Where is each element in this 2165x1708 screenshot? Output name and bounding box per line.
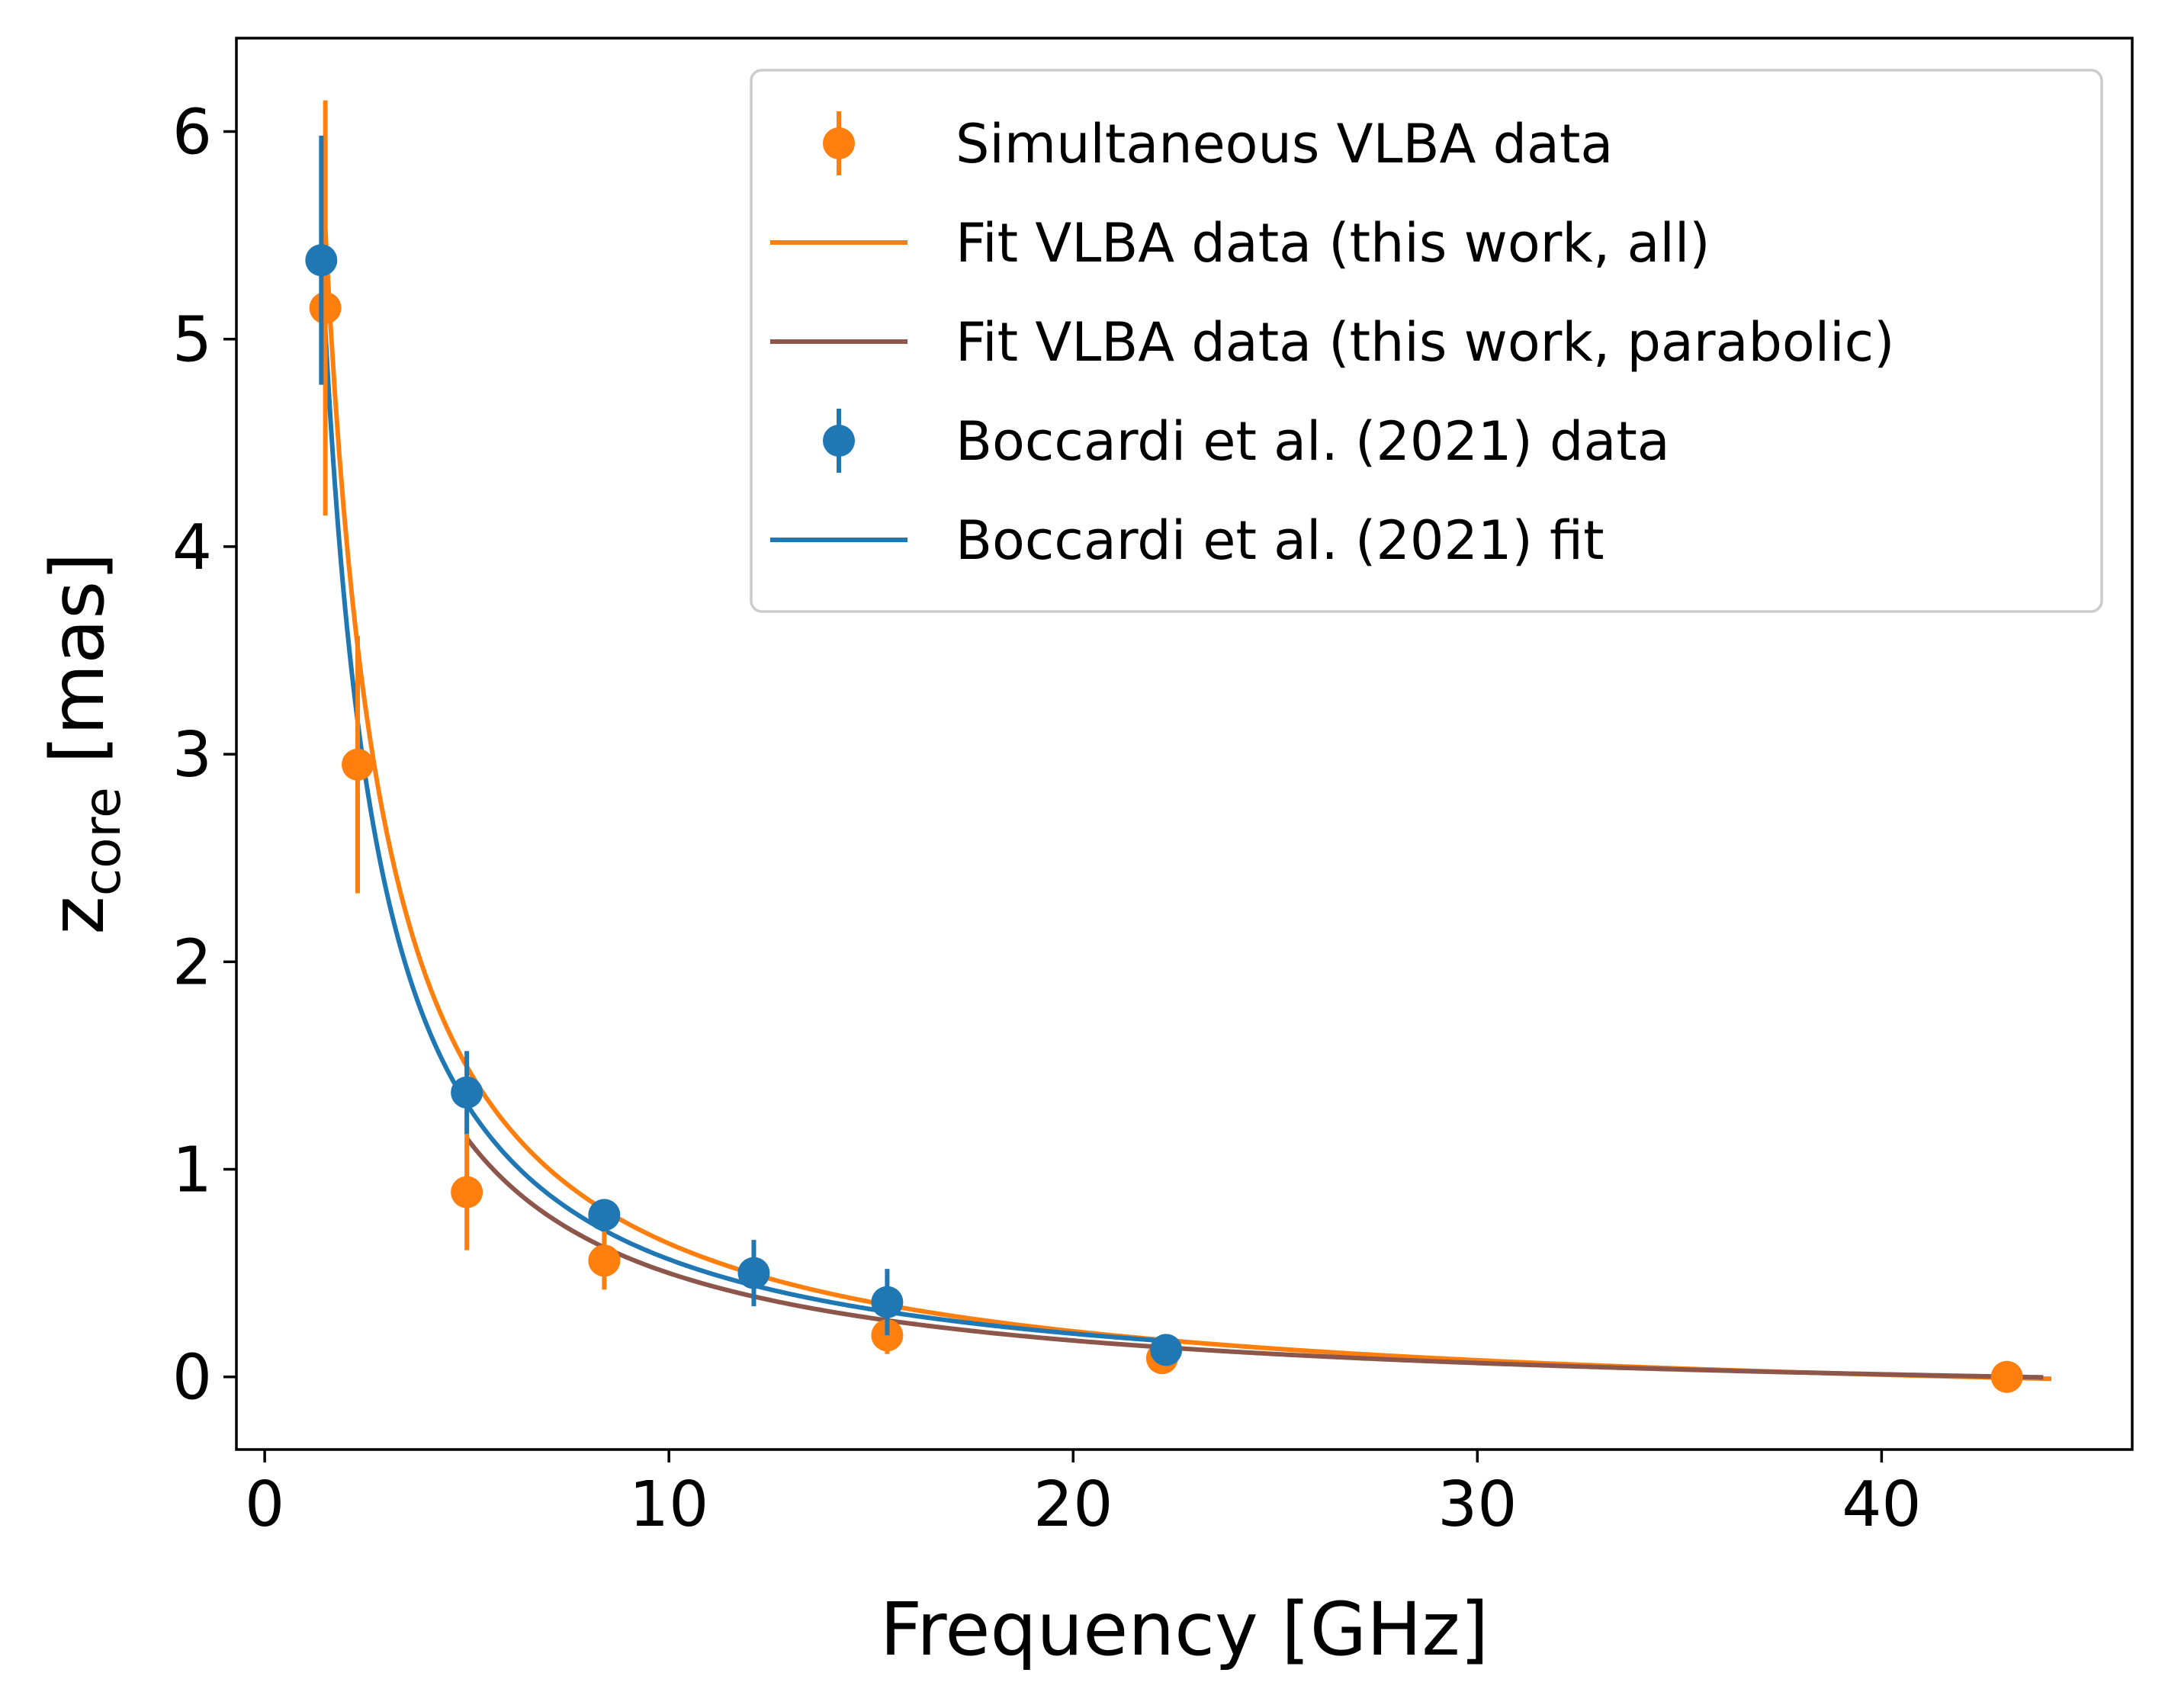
data-point <box>342 748 374 781</box>
legend-label: Fit VLBA data (this work, parabolic) <box>956 311 1894 374</box>
legend-marker-symbol <box>823 425 855 457</box>
x-axis: 0 10 20 30 40 <box>245 1450 1922 1541</box>
legend-entry: Fit VLBA data (this work, parabolic) <box>770 311 1894 374</box>
y-tick-label: 6 <box>172 96 212 169</box>
y-axis-label-unit: [mas] <box>35 552 120 787</box>
data-point <box>309 291 342 324</box>
legend-entry: Boccardi et al. (2021) data <box>823 409 1670 473</box>
series-line <box>464 1136 2044 1380</box>
series-2 <box>464 1136 2044 1380</box>
legend-label: Boccardi et al. (2021) data <box>956 410 1670 473</box>
y-axis-label-symbol: z <box>35 896 120 934</box>
x-tick-label: 40 <box>1842 1469 1921 1541</box>
plot-frame <box>235 37 2134 1451</box>
legend-entry: Fit VLBA data (this work, all) <box>770 212 1710 274</box>
y-axis-label-subscript: core <box>73 787 132 896</box>
data-point <box>737 1257 770 1289</box>
data-point <box>871 1286 904 1318</box>
y-axis: 0 1 2 3 4 5 6 <box>172 96 236 1414</box>
series-layer <box>305 100 2052 1393</box>
legend-entry: Simultaneous VLBA data <box>823 111 1613 175</box>
y-tick-label: 1 <box>172 1135 212 1207</box>
x-tick-label: 20 <box>1033 1469 1113 1541</box>
legend-entry: Boccardi et al. (2021) fit <box>770 509 1604 572</box>
x-tick-label: 30 <box>1437 1469 1517 1541</box>
y-tick-label: 5 <box>172 304 212 377</box>
x-tick-label: 10 <box>629 1469 708 1541</box>
y-tick-label: 0 <box>172 1342 212 1414</box>
y-axis-label: zcore [mas] <box>35 552 132 934</box>
legend-label: Simultaneous VLBA data <box>956 113 1613 175</box>
legend-label: Boccardi et al. (2021) fit <box>956 509 1604 572</box>
data-point <box>1150 1334 1183 1366</box>
data-point <box>451 1076 483 1109</box>
series-0 <box>309 100 2023 1393</box>
y-tick-label: 3 <box>172 719 212 791</box>
x-axis-label: Frequency [GHz] <box>880 1587 1489 1672</box>
legend-marker-symbol <box>823 127 855 159</box>
y-tick-label: 2 <box>172 926 212 999</box>
x-tick-label: 0 <box>245 1469 284 1541</box>
data-point <box>451 1176 483 1209</box>
data-point <box>588 1199 621 1231</box>
legend: Simultaneous VLBA data Fit VLBA data (thi… <box>750 69 2103 613</box>
series-3 <box>305 135 1183 1366</box>
data-point <box>1990 1360 2023 1393</box>
y-tick-label: 4 <box>172 512 212 584</box>
legend-box <box>750 69 2103 613</box>
data-point <box>588 1244 621 1277</box>
data-point <box>305 244 338 277</box>
legend-label: Fit VLBA data (this work, all) <box>956 212 1710 274</box>
